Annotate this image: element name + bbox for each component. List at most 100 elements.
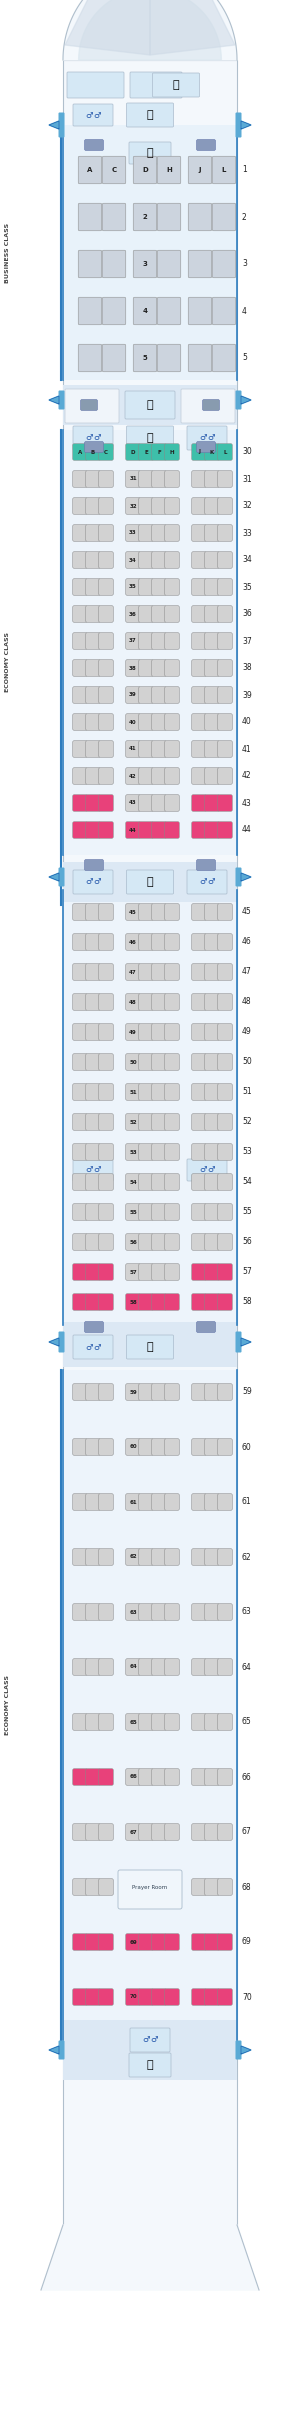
FancyBboxPatch shape <box>157 298 181 324</box>
Text: 36: 36 <box>129 612 137 617</box>
Text: 🥤: 🥤 <box>147 109 153 121</box>
FancyBboxPatch shape <box>218 1769 232 1786</box>
FancyBboxPatch shape <box>205 1113 219 1130</box>
FancyBboxPatch shape <box>86 1604 100 1621</box>
FancyBboxPatch shape <box>165 1769 179 1786</box>
FancyBboxPatch shape <box>99 823 113 837</box>
Text: 42: 42 <box>129 774 137 779</box>
FancyBboxPatch shape <box>196 1321 215 1333</box>
FancyBboxPatch shape <box>73 1934 87 1951</box>
FancyBboxPatch shape <box>236 111 242 138</box>
FancyBboxPatch shape <box>205 1878 219 1895</box>
Bar <box>63 126 237 380</box>
FancyBboxPatch shape <box>205 1024 219 1041</box>
FancyBboxPatch shape <box>139 995 153 1009</box>
FancyBboxPatch shape <box>86 1658 100 1675</box>
Text: 58: 58 <box>242 1297 252 1307</box>
FancyBboxPatch shape <box>99 1263 113 1280</box>
Text: 43: 43 <box>242 799 252 808</box>
FancyBboxPatch shape <box>127 1336 173 1360</box>
Text: ♂: ♂ <box>93 433 101 443</box>
FancyBboxPatch shape <box>152 1989 166 2006</box>
FancyBboxPatch shape <box>73 741 87 757</box>
FancyBboxPatch shape <box>73 1878 87 1895</box>
FancyBboxPatch shape <box>99 1174 113 1191</box>
FancyBboxPatch shape <box>205 1989 219 2006</box>
Text: 37: 37 <box>129 639 137 644</box>
FancyBboxPatch shape <box>212 157 236 184</box>
FancyBboxPatch shape <box>126 1053 140 1070</box>
Text: 31: 31 <box>242 474 252 484</box>
FancyBboxPatch shape <box>205 794 219 811</box>
FancyBboxPatch shape <box>188 298 212 324</box>
FancyBboxPatch shape <box>192 1440 206 1454</box>
FancyBboxPatch shape <box>205 525 219 542</box>
FancyBboxPatch shape <box>212 203 236 230</box>
FancyBboxPatch shape <box>192 1989 206 2006</box>
Text: 61: 61 <box>242 1498 252 1508</box>
FancyBboxPatch shape <box>73 1825 87 1839</box>
FancyBboxPatch shape <box>126 963 140 980</box>
FancyBboxPatch shape <box>86 499 100 515</box>
Text: 53: 53 <box>242 1147 252 1157</box>
FancyBboxPatch shape <box>73 1295 87 1309</box>
FancyBboxPatch shape <box>165 525 179 542</box>
FancyBboxPatch shape <box>139 687 153 704</box>
FancyBboxPatch shape <box>187 1159 227 1181</box>
FancyBboxPatch shape <box>126 632 140 649</box>
Text: 55: 55 <box>242 1208 252 1217</box>
FancyBboxPatch shape <box>192 1234 206 1251</box>
FancyBboxPatch shape <box>165 767 179 784</box>
Text: 61: 61 <box>129 1500 137 1505</box>
FancyBboxPatch shape <box>152 767 166 784</box>
FancyBboxPatch shape <box>218 767 232 784</box>
FancyBboxPatch shape <box>152 1384 166 1401</box>
FancyBboxPatch shape <box>126 1024 140 1041</box>
FancyBboxPatch shape <box>152 605 166 622</box>
Text: 59: 59 <box>242 1387 252 1396</box>
FancyBboxPatch shape <box>139 1203 153 1220</box>
Text: 67: 67 <box>242 1827 252 1837</box>
FancyBboxPatch shape <box>152 995 166 1009</box>
FancyBboxPatch shape <box>218 552 232 569</box>
FancyBboxPatch shape <box>73 1493 87 1510</box>
FancyBboxPatch shape <box>126 1384 140 1401</box>
FancyBboxPatch shape <box>152 1934 166 1951</box>
Polygon shape <box>49 2045 59 2055</box>
FancyBboxPatch shape <box>218 1263 232 1280</box>
FancyBboxPatch shape <box>192 714 206 731</box>
FancyBboxPatch shape <box>133 298 157 324</box>
FancyBboxPatch shape <box>152 443 166 460</box>
FancyBboxPatch shape <box>86 1769 100 1786</box>
Bar <box>63 1321 237 1367</box>
Text: 🥤: 🥤 <box>147 433 153 443</box>
FancyBboxPatch shape <box>192 1084 206 1101</box>
FancyBboxPatch shape <box>139 903 153 920</box>
FancyBboxPatch shape <box>73 1440 87 1454</box>
FancyBboxPatch shape <box>139 552 153 569</box>
Text: B: B <box>91 450 95 455</box>
Polygon shape <box>63 0 237 60</box>
Text: Prayer Room: Prayer Room <box>132 1885 168 1890</box>
FancyBboxPatch shape <box>165 1825 179 1839</box>
FancyBboxPatch shape <box>139 963 153 980</box>
Text: 46: 46 <box>129 939 137 944</box>
FancyBboxPatch shape <box>102 249 126 278</box>
Text: 45: 45 <box>129 910 137 915</box>
Polygon shape <box>241 874 251 881</box>
FancyBboxPatch shape <box>139 767 153 784</box>
FancyBboxPatch shape <box>236 2040 242 2059</box>
FancyBboxPatch shape <box>165 934 179 951</box>
FancyBboxPatch shape <box>86 1825 100 1839</box>
Text: 44: 44 <box>129 828 137 832</box>
FancyBboxPatch shape <box>205 1084 219 1101</box>
FancyBboxPatch shape <box>205 1234 219 1251</box>
FancyBboxPatch shape <box>139 823 153 837</box>
FancyBboxPatch shape <box>205 1769 219 1786</box>
Text: 60: 60 <box>242 1442 252 1452</box>
Text: ♂: ♂ <box>93 878 101 886</box>
Text: ♂: ♂ <box>207 878 215 886</box>
FancyBboxPatch shape <box>126 578 140 595</box>
FancyBboxPatch shape <box>152 1713 166 1730</box>
Text: ♂: ♂ <box>93 1343 101 1350</box>
